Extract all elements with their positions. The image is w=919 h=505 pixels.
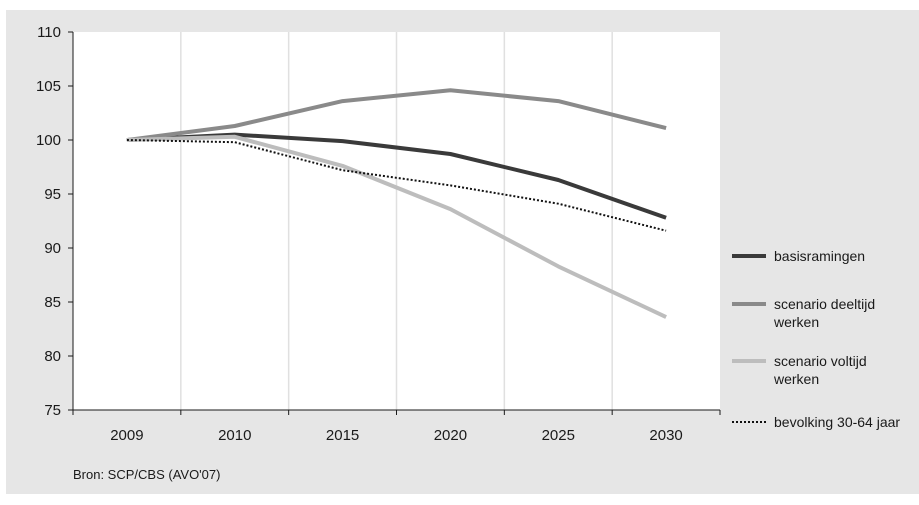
legend-label: basisramingen — [774, 248, 865, 264]
x-tick-label: 2020 — [434, 427, 467, 444]
x-tick-label: 2010 — [218, 427, 251, 444]
line-chart: 75 80 85 90 95 100 105 110 2009 2010 2015 2020 2025 2… — [36, 24, 900, 482]
series-layer — [126, 88, 667, 319]
legend-label: bevolking 30-64 jaar — [774, 414, 900, 430]
series-line-3 — [126, 139, 667, 232]
legend-label: werken — [773, 314, 819, 330]
y-tick-label: 85 — [44, 294, 61, 311]
y-tick-label: 90 — [44, 240, 61, 257]
x-tick-label: 2030 — [649, 427, 682, 444]
chart-figure: 75 80 85 90 95 100 105 110 2009 2010 2015 2020 2025 2… — [6, 10, 919, 494]
axis-layer: 75 80 85 90 95 100 105 110 2009 2010 2015 2020 2025 2… — [36, 24, 721, 444]
legend-label: werken — [773, 371, 819, 387]
x-tick-label: 2025 — [542, 427, 575, 444]
legend-label: scenario voltijd — [774, 353, 867, 369]
y-tick-label: 100 — [36, 132, 61, 149]
x-tick-label: 2009 — [110, 427, 143, 444]
legend: basisramingen scenario deeltijd werken scen… — [732, 248, 900, 430]
series-line-1 — [126, 88, 667, 142]
y-tick-label: 75 — [44, 402, 61, 419]
y-tick-label: 110 — [37, 24, 61, 41]
series-line-2 — [126, 134, 667, 319]
y-tick-label: 80 — [44, 348, 61, 365]
source-note: Bron: SCP/CBS (AVO'07) — [73, 467, 220, 482]
y-tick-label: 105 — [36, 78, 61, 95]
y-tick-label: 95 — [44, 186, 61, 203]
legend-label: scenario deeltijd — [774, 296, 875, 312]
x-tick-label: 2015 — [326, 427, 359, 444]
